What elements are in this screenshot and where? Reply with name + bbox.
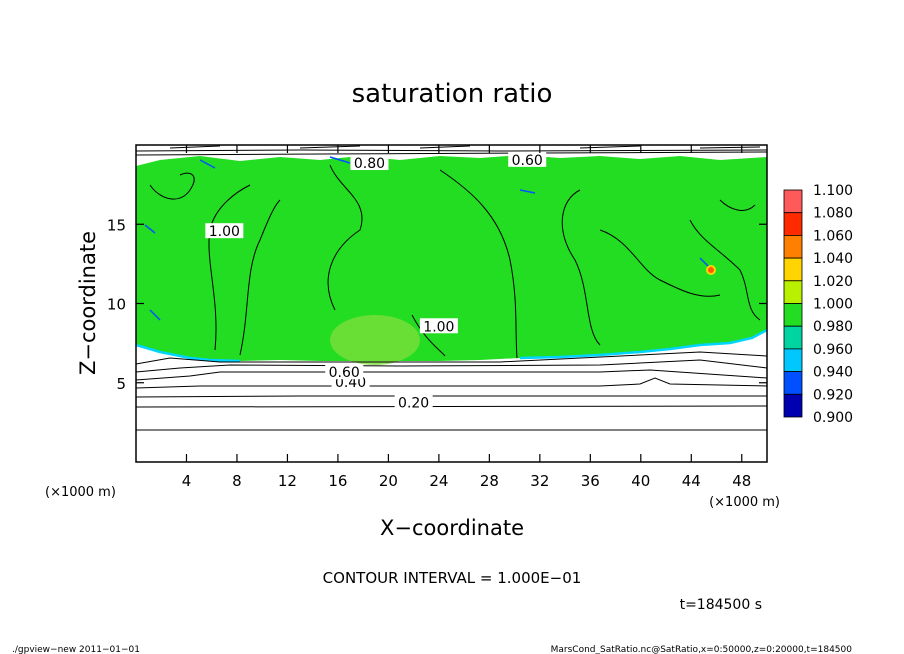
x-tick-label: 4: [182, 472, 192, 490]
colorbar-swatch: [783, 257, 803, 282]
cyan-edge: [136, 328, 767, 363]
contour-labels: 0.200.400.601.001.000.600.80: [205, 151, 547, 411]
colorbar-swatch: [783, 325, 803, 350]
y-tick-label: 15: [107, 216, 126, 234]
colorbar-label: 1.000: [813, 297, 853, 313]
contour-label: 0.60: [512, 153, 543, 169]
y-axis-unit: (×1000 m): [45, 485, 116, 500]
plot-area: [136, 145, 767, 462]
x-axis-title: X−coordinate: [380, 516, 524, 540]
colorbar-label: 0.940: [813, 365, 853, 381]
colorbar-label: 1.020: [813, 274, 853, 290]
blue-fringe: [144, 156, 711, 321]
y-tick-label: 5: [116, 375, 126, 393]
colorbar-swatch: [783, 234, 803, 259]
colorbar-swatch: [783, 393, 803, 418]
x-tick-label: 36: [581, 472, 600, 490]
x-tick-label: 32: [530, 472, 549, 490]
colorbar-label: 0.980: [813, 319, 853, 335]
x-tick-label: 44: [682, 472, 701, 490]
x-tick-label: 40: [631, 472, 650, 490]
contour-label-bg: [350, 155, 389, 171]
contour-label: 1.00: [423, 319, 454, 335]
x-tick-label: 16: [328, 472, 347, 490]
colorbar-swatch: [783, 280, 803, 304]
x-tick-label: 28: [480, 472, 499, 490]
x-axis-unit: (×1000 m): [709, 495, 780, 510]
colorbar-swatch: [783, 189, 803, 214]
colorbar-label: 0.900: [813, 410, 853, 426]
supersaturated-spot: [706, 265, 716, 275]
colorbar-swatch: [783, 212, 803, 236]
y-axis-title: Z−coordinate: [76, 231, 100, 375]
footer-left: ./gpview−new 2011−01−01: [12, 645, 140, 654]
time-stamp: t=184500 s: [680, 597, 762, 613]
footer-right: MarsCond_SatRatio.nc@SatRatio,x=0:50000,…: [551, 645, 853, 654]
colorbar-label: 1.060: [813, 228, 853, 244]
warm-bulge: [330, 315, 420, 365]
colorbar: 1.100 1.080 1.060 1.040 1.020 1.000 0.980 0.960…: [783, 183, 853, 426]
contour-label: 0.80: [354, 156, 385, 172]
colorbar-swatch: [783, 303, 803, 327]
x-tick-label: 20: [379, 472, 398, 490]
colorbar-label: 1.040: [813, 251, 853, 267]
x-tick-label: 8: [232, 472, 242, 490]
x-tick-label: 48: [732, 472, 751, 490]
contour-label: 0.20: [398, 395, 429, 411]
contour-label-bg: [394, 394, 433, 410]
y-tick-label: 10: [107, 296, 126, 314]
saturated-region: [136, 155, 767, 361]
contour-label: 0.60: [329, 365, 360, 381]
chart-title: saturation ratio: [352, 79, 553, 109]
colorbar-label: 0.920: [813, 387, 853, 403]
colorbar-label: 1.100: [813, 183, 853, 199]
x-tick-label: 12: [278, 472, 297, 490]
colorbar-label: 1.080: [813, 206, 853, 222]
contour-interval-note: CONTOUR INTERVAL = 1.000E−01: [323, 569, 582, 587]
colorbar-swatch: [783, 371, 803, 395]
colorbar-swatch: [783, 348, 803, 372]
colorbar-label: 0.960: [813, 342, 853, 358]
contour-label-bg: [508, 151, 547, 167]
x-tick-label: 24: [429, 472, 448, 490]
contour-label-bg: [419, 318, 458, 334]
contour-label-bg: [325, 364, 364, 380]
contour-label: 1.00: [209, 224, 240, 240]
contour-label-bg: [205, 223, 244, 239]
